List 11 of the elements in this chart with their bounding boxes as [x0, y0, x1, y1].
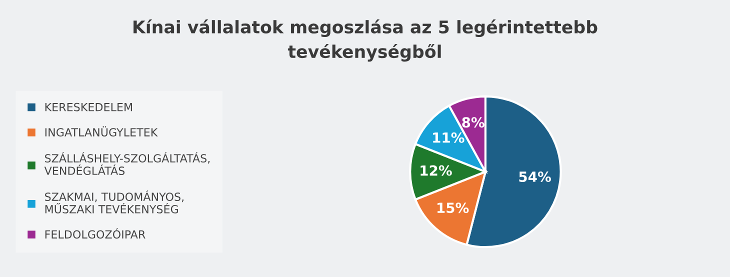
legend-label: SZAKMAI, TUDOMÁNYOS, MŰSZAKI TEVÉKENYSÉG: [45, 190, 184, 214]
chart-title: Kínai vállalatok megoszlása az 5 legérintettebb tevékenységből: [134, 19, 598, 62]
data-label: 54%: [519, 171, 551, 182]
data-label: 8%: [462, 117, 484, 128]
legend-label: KERESKEDELEM: [45, 102, 132, 112]
data-label: 12%: [420, 165, 452, 176]
data-label: 15%: [438, 202, 469, 214]
data-label: 11%: [433, 132, 464, 143]
legend-label: FELDOLGOZÓIPAR: [45, 228, 146, 239]
legend-label: SZÁLLÁSHELY-SZOLGÁLTATÁS, VENDÉGLÁTÁS: [44, 152, 210, 175]
legend-label: INGATLANÜGYLETEK: [45, 126, 158, 137]
